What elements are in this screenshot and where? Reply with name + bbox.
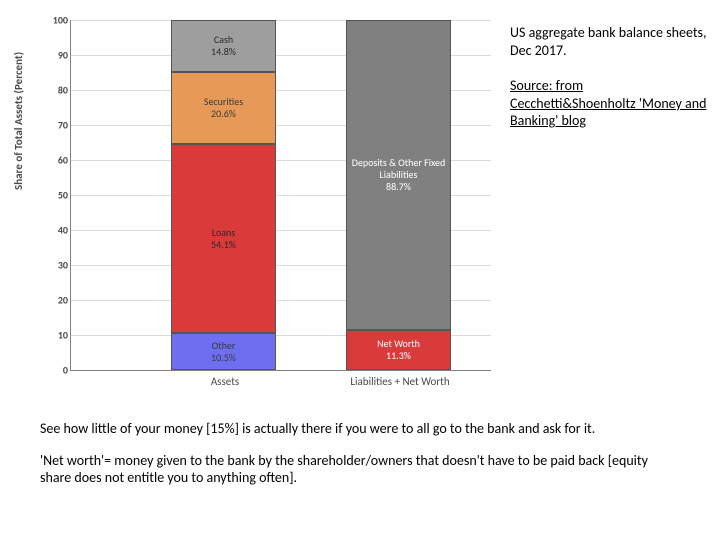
side-text: US aggregate bank balance sheets, Dec 20… [510,24,710,130]
segment-value: 10.5% [211,352,236,364]
segment-name: Deposits & Other Fixed Liabilities [347,157,450,181]
y-tick-label: 90 [48,49,68,62]
commentary-p1: See how little of your money [15%] is ac… [40,420,680,438]
y-tick-label: 20 [48,294,68,307]
bar-segment: Net Worth11.3% [346,330,451,370]
segment-value: 20.6% [211,108,236,120]
y-tick-label: 70 [48,119,68,132]
balance-sheet-chart: Share of Total Assets (Percent) 01020304… [20,10,500,410]
bar-segment: Other10.5% [171,333,276,370]
commentary-p2: 'Net worth'= money given to the bank by … [40,452,680,487]
bar-segment: Loans54.1% [171,144,276,333]
commentary: See how little of your money [15%] is ac… [40,420,680,501]
bar-segment: Deposits & Other Fixed Liabilities88.7% [346,20,451,330]
stacked-bar: Other10.5%Loans54.1%Securities20.6%Cash1… [171,20,276,370]
slide: Share of Total Assets (Percent) 0 10 20 30 4… [0,0,720,540]
source-link[interactable]: Source: from Cecchetti&Shoenholtz 'Money… [510,77,710,130]
bar-segment: Cash14.8% [171,20,276,72]
y-tick-label: 60 [48,154,68,167]
y-tick-label: 0 [48,364,68,377]
plot-area: Other10.5%Loans54.1%Securities20.6%Cash1… [70,20,491,371]
y-tick-label: 50 [48,189,68,202]
y-tick-label: 40 [48,224,68,237]
chart-title: US aggregate bank balance sheets, Dec 20… [510,24,710,59]
segment-value: 14.8% [211,46,236,58]
category-label: Assets [155,375,295,388]
segment-value: 11.3% [386,350,411,362]
stacked-bar: Net Worth11.3%Deposits & Other Fixed Lia… [346,20,451,370]
y-tick-label: 10 [48,329,68,342]
segment-name: Other [212,340,236,352]
segment-value: 88.7% [386,181,411,193]
category-label: Liabilities + Net Worth [330,375,470,388]
y-tick-label: 100 [48,14,68,27]
y-tick-label: 30 [48,259,68,272]
segment-name: Loans [212,227,235,239]
segment-value: 54.1% [211,239,236,251]
y-axis-label: Share of Total Assets (Percent) [12,52,25,190]
bar-segment: Securities20.6% [171,72,276,144]
y-tick-label: 80 [48,84,68,97]
